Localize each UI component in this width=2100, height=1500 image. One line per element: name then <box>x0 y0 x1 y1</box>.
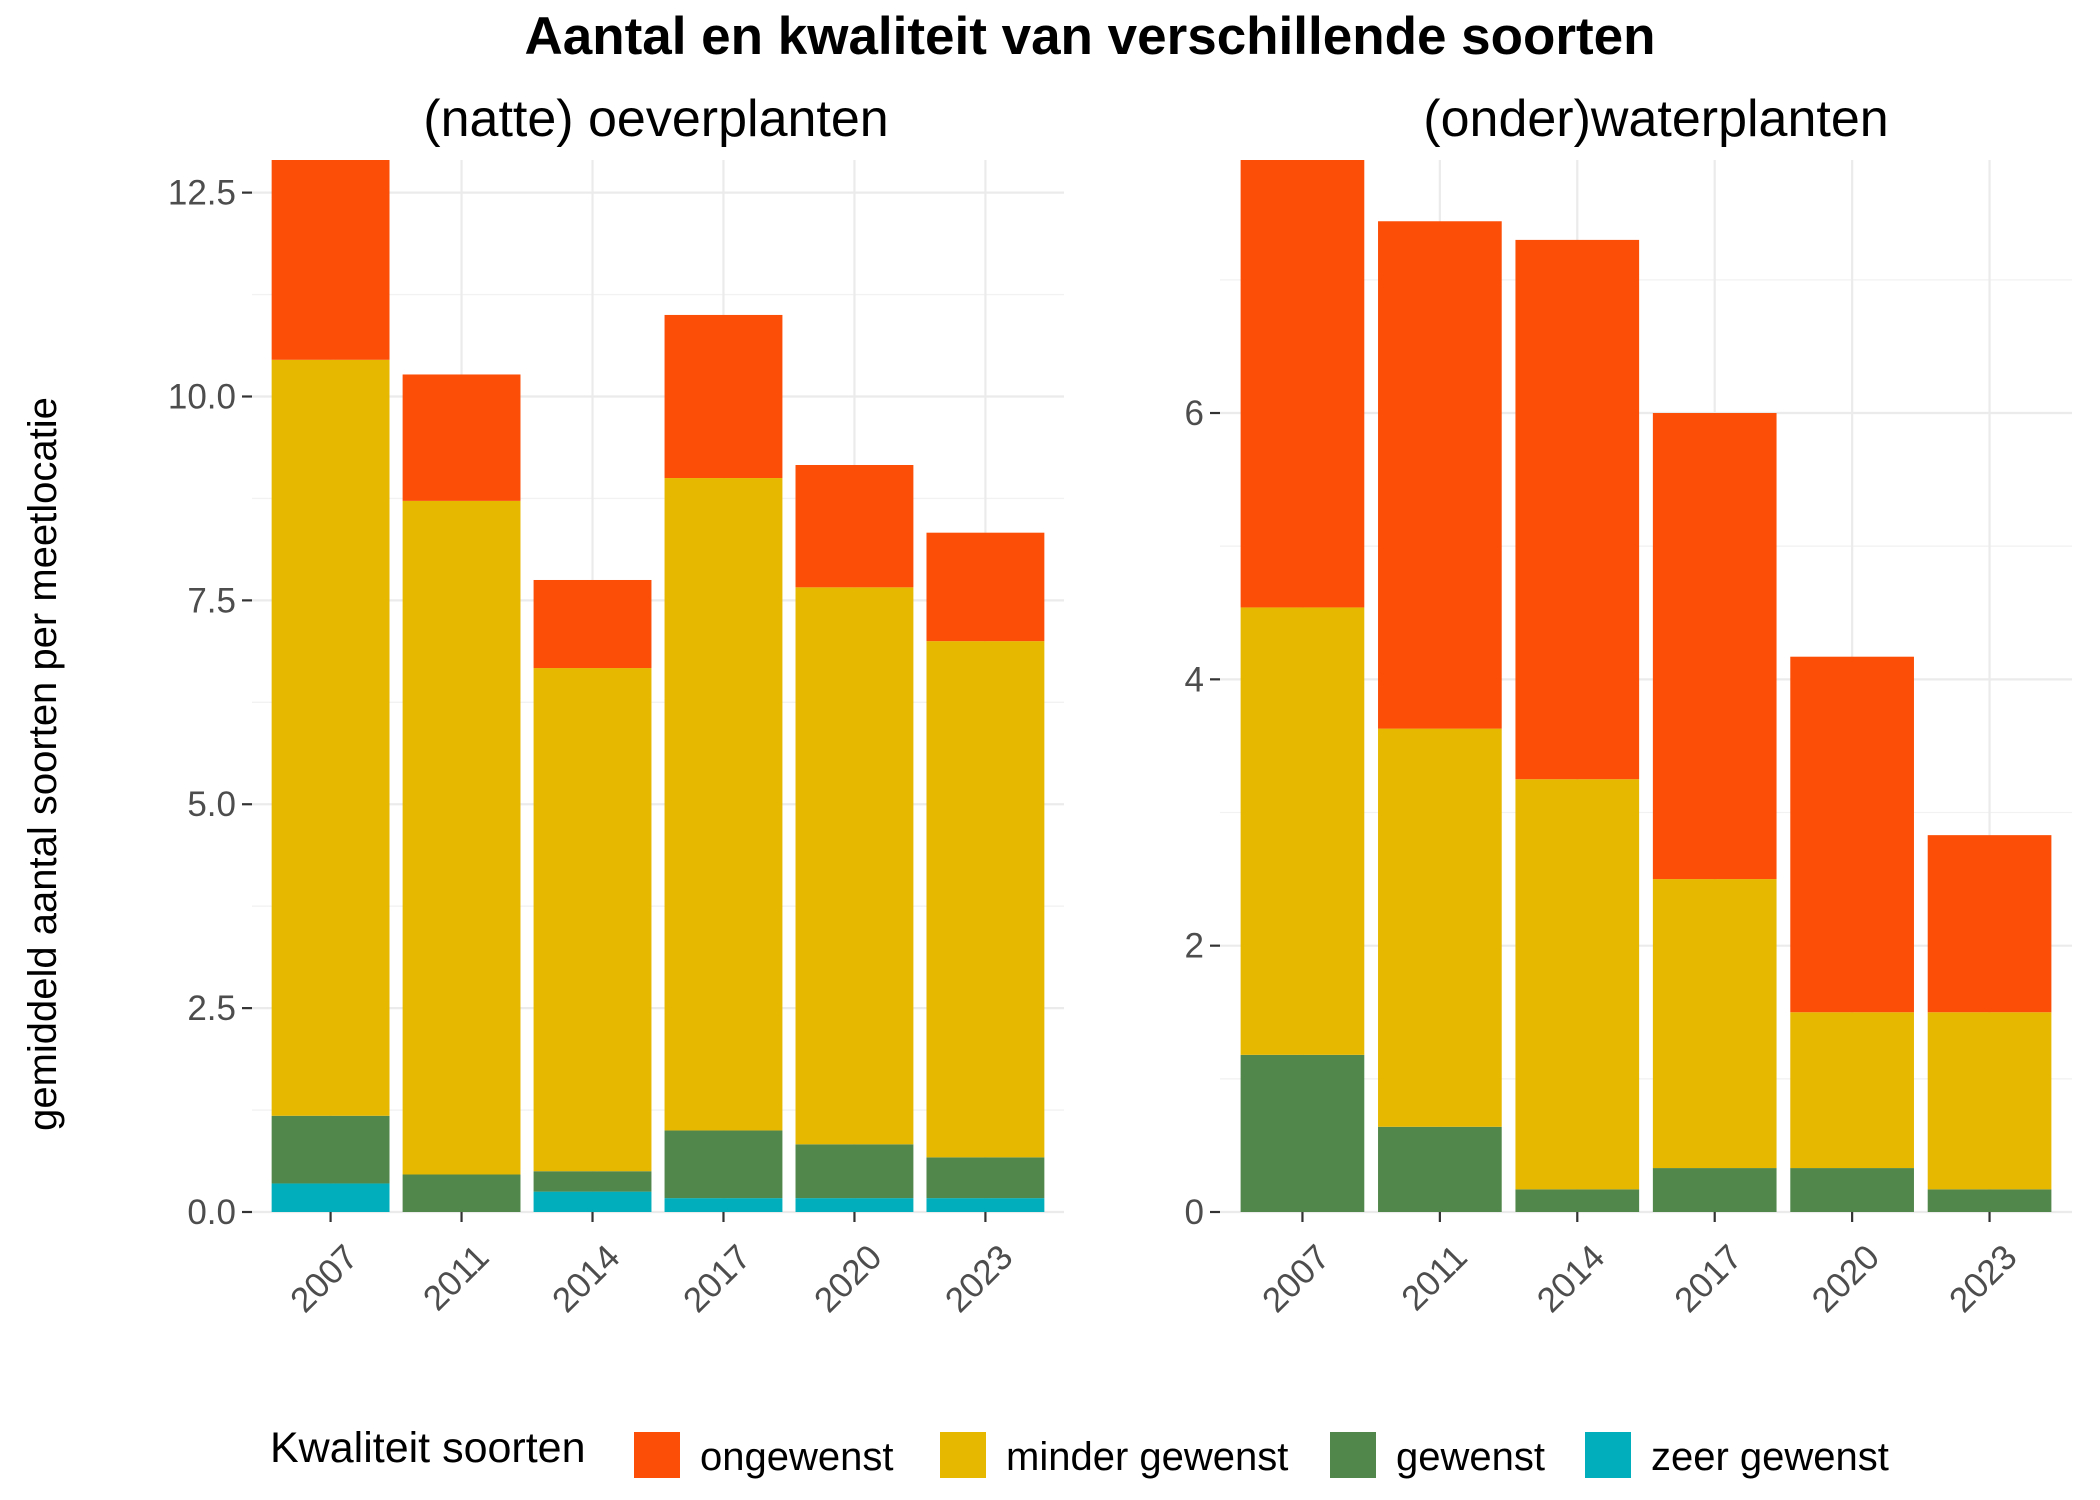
bar-segment <box>1378 1126 1502 1212</box>
y-tick-label: 2.5 <box>187 989 236 1028</box>
y-tick-label: 4 <box>1185 660 1204 699</box>
bar-segment <box>1515 239 1640 780</box>
bar-segment <box>533 1171 652 1192</box>
y-tick-label: 2 <box>1185 927 1204 966</box>
legend-label: ongewenst <box>700 1435 893 1479</box>
bar-segment <box>664 314 783 479</box>
bar-segment <box>1927 1012 2052 1190</box>
y-tick-label: 7.5 <box>187 581 236 620</box>
bar-segment <box>402 1174 521 1212</box>
panel-right-title: (onder)waterplanten <box>1423 90 1888 148</box>
bar-segment <box>1652 1168 1777 1212</box>
bar-segment <box>533 668 652 1172</box>
x-tick-label: 2014 <box>1530 1237 1613 1320</box>
x-tick-label: 2011 <box>1394 1237 1475 1318</box>
x-tick-label: 2017 <box>1667 1237 1750 1320</box>
bar-segment <box>271 359 390 1116</box>
x-tick-label: 2020 <box>807 1237 890 1320</box>
x-tick-label: 2020 <box>1804 1237 1887 1320</box>
bar-segment <box>271 160 390 360</box>
y-tick-label: 10.0 <box>168 377 236 416</box>
legend-label: zeer gewenst <box>1651 1435 1889 1479</box>
legend-key <box>1330 1432 1376 1478</box>
bar-segment <box>1378 728 1502 1127</box>
bar-segment <box>1240 1054 1365 1212</box>
bar-segment <box>1515 779 1640 1190</box>
x-tick-label: 2011 <box>416 1237 497 1318</box>
legend-key <box>1585 1432 1631 1478</box>
bar-segment <box>795 464 914 588</box>
bar-segment <box>1378 221 1502 729</box>
x-tick-label: 2014 <box>545 1237 628 1320</box>
bar-segment <box>926 1198 1045 1212</box>
bar-segment <box>926 1157 1045 1199</box>
legend-title: Kwaliteit soorten <box>270 1424 586 1472</box>
bar-segment <box>1790 656 1914 1013</box>
bar-segment <box>271 1183 390 1212</box>
bar-segment <box>1515 1189 1640 1212</box>
bar-segment <box>402 500 521 1175</box>
bar-segment <box>1652 413 1777 880</box>
y-tick-label: 0.0 <box>187 1193 236 1232</box>
bar-segment <box>1240 160 1365 608</box>
legend-label: minder gewenst <box>1006 1435 1288 1479</box>
chart-title: Aantal en kwaliteit van verschillende so… <box>524 7 1655 66</box>
legend-key <box>634 1432 680 1478</box>
bar-segment <box>664 1198 783 1212</box>
bar-segment <box>1790 1168 1914 1212</box>
bar-segment <box>795 1198 914 1212</box>
bar-segment <box>926 641 1045 1158</box>
bar-segment <box>795 1144 914 1199</box>
y-tick-label: 12.5 <box>168 174 236 213</box>
bar-segment <box>664 1130 783 1199</box>
y-axis-label: gemiddeld aantal soorten per meetlocatie <box>21 397 65 1131</box>
bar-segment <box>533 1191 652 1212</box>
bar-segment <box>271 1115 390 1184</box>
legend: Kwaliteit soorten ongewenst minder gewens… <box>270 1424 1889 1479</box>
legend-label: gewenst <box>1396 1435 1545 1479</box>
y-tick-label: 0 <box>1185 1193 1204 1232</box>
x-tick-label: 2023 <box>1942 1237 2025 1320</box>
bar-segment <box>402 374 521 501</box>
bar-segment <box>533 579 652 669</box>
bar-segment <box>1927 1189 2052 1212</box>
bar-segment <box>1652 879 1777 1169</box>
bar-segment <box>926 532 1045 642</box>
legend-key <box>940 1432 986 1478</box>
panel-right: 0 2 4 6 2007 2011 2014 2017 2020 2023 <box>1185 160 2072 1320</box>
bar-segment <box>1240 607 1365 1055</box>
bar-segment <box>1927 835 2052 1013</box>
panel-left-title: (natte) oeverplanten <box>423 90 888 148</box>
bar-segment <box>1790 1012 1914 1169</box>
x-tick-label: 2023 <box>938 1237 1021 1320</box>
x-tick-label: 2007 <box>283 1237 366 1320</box>
x-tick-label: 2007 <box>1255 1237 1338 1320</box>
bar-segment <box>795 587 914 1145</box>
x-tick-label: 2017 <box>676 1237 759 1320</box>
panel-left: 0.0 2.5 5.0 7.5 10.0 12.5 2007 2011 2014 2017 2020… <box>168 160 1064 1320</box>
bar-segment <box>664 478 783 1131</box>
y-tick-label: 5.0 <box>187 785 236 824</box>
y-tick-label: 6 <box>1185 394 1204 433</box>
